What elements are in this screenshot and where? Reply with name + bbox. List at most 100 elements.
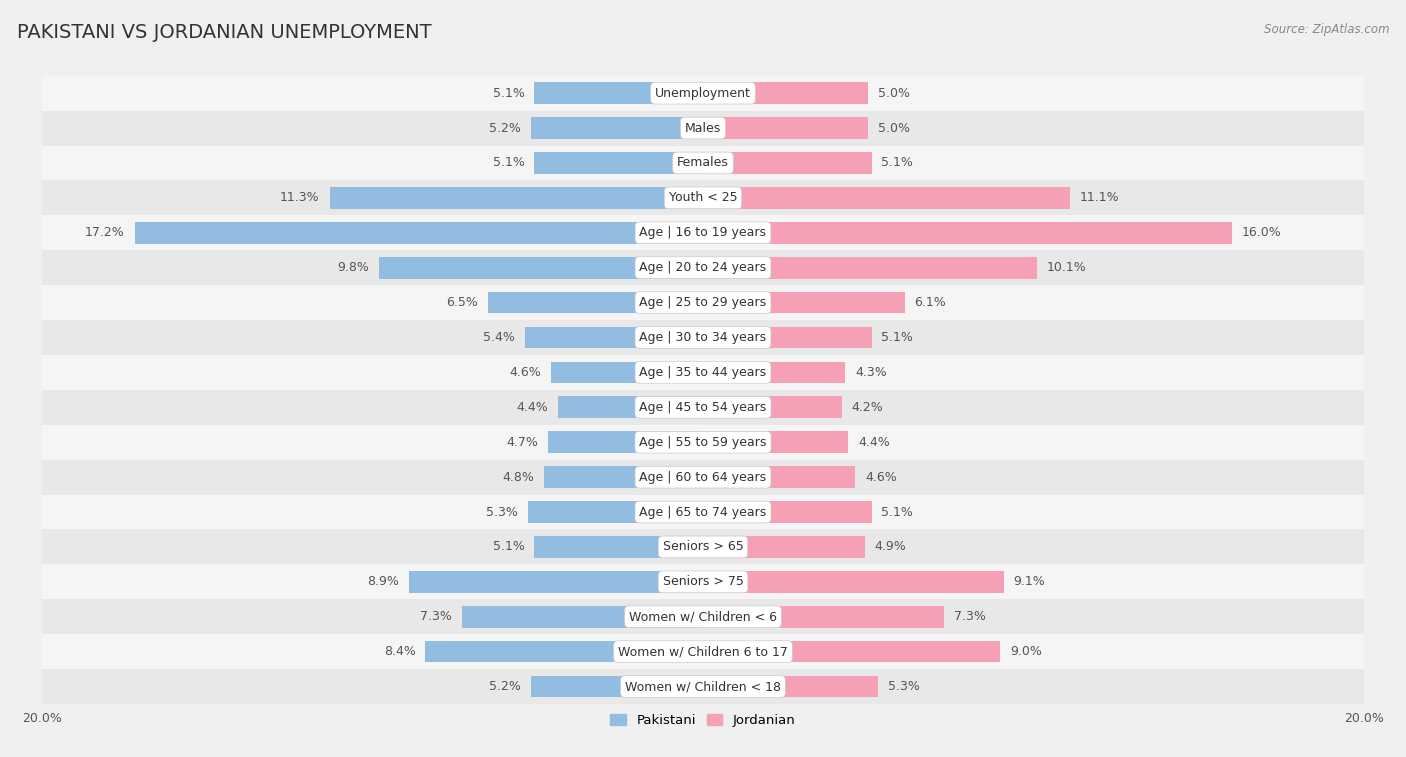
Text: 4.4%: 4.4% xyxy=(516,400,548,414)
Bar xyxy=(534,152,703,174)
Text: Age | 30 to 34 years: Age | 30 to 34 years xyxy=(640,331,766,344)
Text: Age | 35 to 44 years: Age | 35 to 44 years xyxy=(640,366,766,379)
Bar xyxy=(703,222,1232,244)
Text: Age | 65 to 74 years: Age | 65 to 74 years xyxy=(640,506,766,519)
Text: 17.2%: 17.2% xyxy=(84,226,125,239)
Text: Age | 45 to 54 years: Age | 45 to 54 years xyxy=(640,400,766,414)
Text: Age | 60 to 64 years: Age | 60 to 64 years xyxy=(640,471,766,484)
Bar xyxy=(703,117,868,139)
Bar xyxy=(531,117,703,139)
Bar xyxy=(42,145,1364,180)
Bar xyxy=(703,327,872,348)
Bar xyxy=(42,320,1364,355)
Text: 5.0%: 5.0% xyxy=(879,122,910,135)
Bar xyxy=(703,536,865,558)
Text: 5.1%: 5.1% xyxy=(882,506,914,519)
Text: 5.4%: 5.4% xyxy=(482,331,515,344)
Bar xyxy=(703,571,1004,593)
Text: 5.0%: 5.0% xyxy=(879,86,910,100)
Text: 5.2%: 5.2% xyxy=(489,122,522,135)
Text: Seniors > 75: Seniors > 75 xyxy=(662,575,744,588)
Bar xyxy=(135,222,703,244)
Bar xyxy=(524,327,703,348)
Text: 4.9%: 4.9% xyxy=(875,540,907,553)
Bar xyxy=(534,83,703,104)
Bar xyxy=(531,676,703,697)
Text: 11.1%: 11.1% xyxy=(1080,192,1119,204)
Bar xyxy=(703,257,1036,279)
Bar xyxy=(551,362,703,383)
Text: 9.8%: 9.8% xyxy=(337,261,370,274)
Bar xyxy=(703,397,842,418)
Bar xyxy=(703,676,879,697)
Text: Age | 16 to 19 years: Age | 16 to 19 years xyxy=(640,226,766,239)
Bar xyxy=(703,291,904,313)
Text: 5.2%: 5.2% xyxy=(489,680,522,693)
Text: 5.3%: 5.3% xyxy=(486,506,517,519)
Bar xyxy=(527,501,703,523)
Bar xyxy=(380,257,703,279)
Bar xyxy=(42,459,1364,494)
Bar xyxy=(703,501,872,523)
Bar xyxy=(42,180,1364,215)
Bar xyxy=(703,466,855,488)
Bar xyxy=(42,494,1364,529)
Text: 4.2%: 4.2% xyxy=(852,400,883,414)
Bar xyxy=(42,565,1364,600)
Text: 6.5%: 6.5% xyxy=(447,296,478,309)
Text: Women w/ Children < 18: Women w/ Children < 18 xyxy=(626,680,780,693)
Text: Age | 55 to 59 years: Age | 55 to 59 years xyxy=(640,436,766,449)
Bar xyxy=(548,431,703,453)
Bar xyxy=(42,285,1364,320)
Bar xyxy=(703,431,848,453)
Bar xyxy=(42,425,1364,459)
Bar xyxy=(461,606,703,628)
Text: Women w/ Children 6 to 17: Women w/ Children 6 to 17 xyxy=(619,645,787,658)
Text: 16.0%: 16.0% xyxy=(1241,226,1281,239)
Bar xyxy=(42,390,1364,425)
Text: Unemployment: Unemployment xyxy=(655,86,751,100)
Text: 4.6%: 4.6% xyxy=(865,471,897,484)
Bar xyxy=(42,529,1364,565)
Text: Age | 20 to 24 years: Age | 20 to 24 years xyxy=(640,261,766,274)
Text: 4.4%: 4.4% xyxy=(858,436,890,449)
Text: 5.1%: 5.1% xyxy=(882,157,914,170)
Bar xyxy=(42,600,1364,634)
Legend: Pakistani, Jordanian: Pakistani, Jordanian xyxy=(605,709,801,732)
Bar xyxy=(544,466,703,488)
Text: 4.7%: 4.7% xyxy=(506,436,537,449)
Text: Seniors > 65: Seniors > 65 xyxy=(662,540,744,553)
Bar xyxy=(703,362,845,383)
Text: 5.1%: 5.1% xyxy=(492,540,524,553)
Text: 6.1%: 6.1% xyxy=(914,296,946,309)
Bar xyxy=(703,152,872,174)
Text: PAKISTANI VS JORDANIAN UNEMPLOYMENT: PAKISTANI VS JORDANIAN UNEMPLOYMENT xyxy=(17,23,432,42)
Text: 8.9%: 8.9% xyxy=(367,575,399,588)
Text: Women w/ Children < 6: Women w/ Children < 6 xyxy=(628,610,778,623)
Text: 11.3%: 11.3% xyxy=(280,192,319,204)
Bar xyxy=(42,251,1364,285)
Bar xyxy=(42,669,1364,704)
Text: 5.1%: 5.1% xyxy=(492,157,524,170)
Text: 9.1%: 9.1% xyxy=(1014,575,1045,588)
Text: 7.3%: 7.3% xyxy=(420,610,451,623)
Bar xyxy=(558,397,703,418)
Text: 4.3%: 4.3% xyxy=(855,366,887,379)
Text: 9.0%: 9.0% xyxy=(1011,645,1042,658)
Bar xyxy=(534,536,703,558)
Bar xyxy=(42,111,1364,145)
Text: 5.1%: 5.1% xyxy=(882,331,914,344)
Bar xyxy=(42,634,1364,669)
Bar xyxy=(703,83,868,104)
Bar xyxy=(703,606,945,628)
Text: 10.1%: 10.1% xyxy=(1046,261,1087,274)
Text: 5.3%: 5.3% xyxy=(889,680,920,693)
Bar xyxy=(703,641,1001,662)
Bar xyxy=(409,571,703,593)
Text: 5.1%: 5.1% xyxy=(492,86,524,100)
Text: Source: ZipAtlas.com: Source: ZipAtlas.com xyxy=(1264,23,1389,36)
Bar xyxy=(703,187,1070,209)
Text: 7.3%: 7.3% xyxy=(955,610,986,623)
Bar xyxy=(42,215,1364,251)
Text: Females: Females xyxy=(678,157,728,170)
